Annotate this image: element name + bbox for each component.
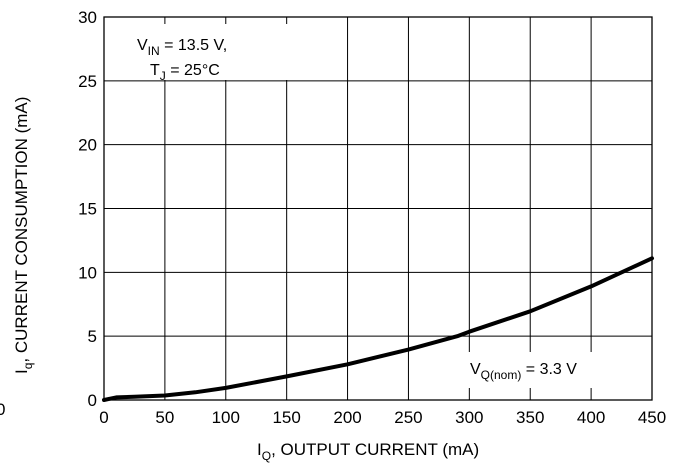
y-tick-label: 10 (78, 263, 97, 282)
tj-annotation: TJ = 25°C (150, 62, 220, 83)
y-axis-title-subscript: q (21, 363, 35, 370)
x-axis-title-symbol: I (257, 440, 262, 459)
y-tick-label: 5 (88, 327, 97, 346)
y-tick-label: 0 (88, 391, 97, 410)
vin-annotation: VIN = 13.5 V, (137, 37, 227, 58)
x-tick-label: 200 (333, 408, 361, 427)
conditions-annotation: VIN = 13.5 V, TJ = 25°C (120, 24, 288, 83)
x-tick-label: 100 (212, 408, 240, 427)
stray-zero-label: 0 (0, 400, 5, 419)
y-axis-title-symbol: I (12, 369, 31, 374)
y-axis-title: Iq, CURRENT CONSUMPTION (mA) (12, 97, 35, 374)
plot-frame (103, 16, 653, 401)
vq-annotation: VQ(nom) = 3.3 V (466, 352, 644, 388)
y-tick-label: 30 (78, 8, 97, 27)
y-tick-label: 25 (78, 72, 97, 91)
series-line (102, 256, 654, 402)
vq-annotation-background (466, 352, 644, 388)
x-tick-label: 400 (577, 408, 605, 427)
chart-series (102, 256, 654, 402)
vin-symbol: V (137, 37, 148, 54)
x-tick-label: 150 (272, 408, 300, 427)
y-axis-title-text: , CURRENT CONSUMPTION (mA) (12, 97, 31, 363)
vin-subscript: IN (148, 44, 160, 58)
x-tick-label: 450 (638, 408, 666, 427)
vq-subscript: Q(nom) (481, 368, 522, 382)
x-tick-label: 250 (394, 408, 422, 427)
x-axis-title: IQ, OUTPUT CURRENT (mA) (257, 440, 479, 463)
vq-value: = 3.3 V (521, 361, 577, 378)
x-axis-title-text: , OUTPUT CURRENT (mA) (271, 440, 479, 459)
vq-annotation-text: VQ(nom) = 3.3 V (470, 361, 577, 382)
x-tick-label: 50 (155, 408, 174, 427)
y-tick-label: 15 (78, 200, 97, 219)
tj-subscript: J (160, 69, 166, 83)
x-tick-label: 300 (455, 408, 483, 427)
y-tick-label: 20 (78, 136, 97, 155)
x-tick-label: 0 (99, 408, 108, 427)
x-axis-title-subscript: Q (262, 449, 271, 463)
chart-tick-labels: 0 50 100 150 200 250 300 350 400 450 0 5 10 15 20 25 30 (78, 8, 666, 427)
vq-symbol: V (470, 361, 481, 378)
chart-axes (103, 16, 653, 401)
vin-value: = 13.5 V, (160, 37, 227, 54)
tj-symbol: T (150, 62, 160, 79)
x-tick-label: 350 (516, 408, 544, 427)
tj-value: = 25°C (166, 62, 220, 79)
conditions-annotation-background (120, 24, 288, 80)
